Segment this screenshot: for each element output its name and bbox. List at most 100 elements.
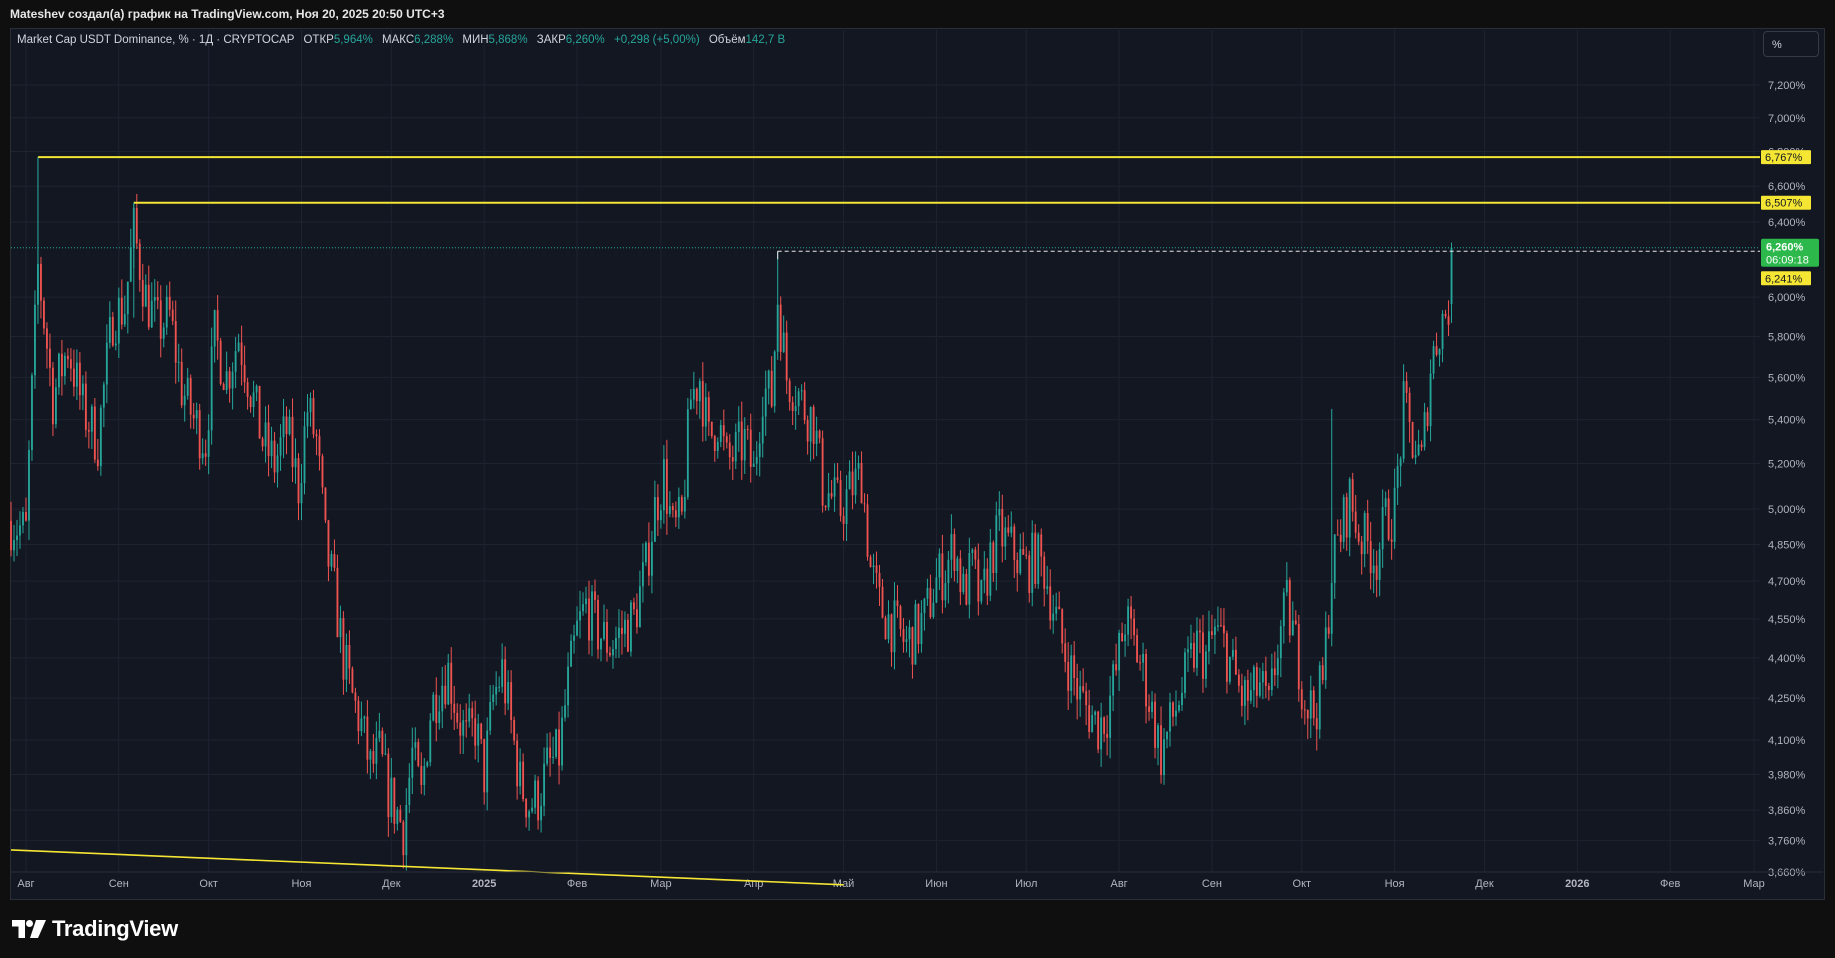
candle-body [93, 406, 96, 460]
candle-body [219, 340, 222, 384]
candle-body [555, 729, 557, 757]
candle-body [186, 377, 189, 396]
candle-body [585, 598, 587, 605]
candle-body [234, 351, 237, 372]
candle-body [665, 459, 668, 514]
candle-body [537, 780, 540, 821]
candle-body [1142, 653, 1144, 663]
candle-body [893, 600, 896, 653]
candle-body [650, 541, 653, 576]
candle-body [938, 553, 941, 578]
candle-body [207, 430, 210, 457]
candle-body [237, 342, 240, 352]
candle-body [1318, 665, 1321, 730]
candle-body [84, 383, 87, 430]
candle-body [986, 568, 989, 596]
candle-body [1381, 507, 1384, 550]
candle-body [959, 558, 962, 593]
candle-body [875, 565, 878, 573]
candle-body [1282, 592, 1285, 627]
candle-body [1336, 534, 1339, 536]
candle-body [177, 361, 180, 363]
volume-value: 142,7 B [745, 34, 786, 46]
candle-body [165, 296, 168, 328]
candle-body [297, 458, 300, 504]
candle-body [815, 430, 818, 444]
candle-body [147, 284, 150, 328]
candle-body [968, 552, 971, 605]
time-tick-label: Дек [1475, 878, 1494, 890]
candle-body [833, 477, 836, 497]
candle-body [1237, 674, 1240, 686]
candle-body [111, 317, 114, 346]
candle-body [1261, 671, 1264, 683]
candle-body [1360, 541, 1363, 555]
candle-body [402, 821, 405, 856]
candle-body [914, 604, 917, 665]
candle-body [483, 739, 486, 793]
candle-body [462, 720, 465, 736]
candle-body [471, 708, 474, 719]
close-label: ЗАКР [536, 34, 566, 46]
candle-body [1303, 709, 1306, 711]
candle-body [1133, 618, 1136, 636]
candle-body [579, 611, 581, 621]
candle-body [597, 600, 599, 650]
candle-body [692, 388, 695, 400]
candle-body [806, 420, 809, 442]
candle-body [902, 629, 905, 642]
percent-scale-button[interactable]: % [1763, 31, 1819, 57]
candle-body [279, 437, 282, 456]
candle-body [1285, 580, 1288, 593]
candle-body [78, 362, 81, 396]
candle-body [1172, 702, 1174, 717]
tradingview-logo[interactable]: TradingView [12, 916, 178, 942]
candle-body [1333, 534, 1336, 584]
candle-body [513, 720, 516, 741]
time-tick-label: Июл [1015, 878, 1037, 890]
candle-body [1070, 655, 1073, 691]
candle-body [72, 368, 75, 387]
candle-body [183, 395, 186, 406]
candle-body [531, 807, 534, 812]
candle-body [294, 458, 297, 468]
candle-body [932, 602, 935, 618]
candle-body [102, 384, 105, 408]
candle-body [926, 587, 929, 599]
candle-body [776, 304, 779, 352]
time-tick-label: Мар [1743, 878, 1765, 890]
candle-body [159, 300, 162, 339]
candle-body [1315, 718, 1318, 730]
candle-body [171, 309, 174, 321]
price-tick-label: 5,600% [1768, 372, 1806, 384]
candle-body [135, 208, 138, 244]
candle-body [447, 662, 450, 705]
candle-body [1267, 685, 1270, 691]
candle-body [180, 361, 183, 406]
dashed-level-badge [1761, 271, 1811, 286]
symbol-description[interactable]: Market Cap USDT Dominance, % · 1Д · CRYP… [17, 34, 295, 46]
candle-body [860, 463, 863, 504]
candle-body [450, 662, 453, 704]
candle-body [1351, 479, 1354, 512]
candle-body [1040, 534, 1043, 557]
candle-body [1139, 662, 1141, 664]
candle-body [189, 377, 192, 415]
candle-body [591, 591, 593, 641]
current-price-text: 6,260% [1766, 242, 1804, 254]
candle-body [213, 310, 216, 347]
candle-body [561, 717, 563, 766]
candle-body [309, 398, 312, 413]
candle-body [1276, 658, 1279, 676]
candle-body [989, 542, 992, 596]
price-tick-label: 5,200% [1768, 459, 1806, 471]
candle-body [519, 761, 522, 787]
candle-body [486, 730, 489, 793]
candle-body [725, 436, 728, 443]
candle-body [848, 471, 851, 490]
candle-body [1447, 316, 1450, 325]
candle-body [770, 370, 773, 407]
candle-body [1273, 668, 1276, 676]
candle-body [659, 510, 662, 521]
